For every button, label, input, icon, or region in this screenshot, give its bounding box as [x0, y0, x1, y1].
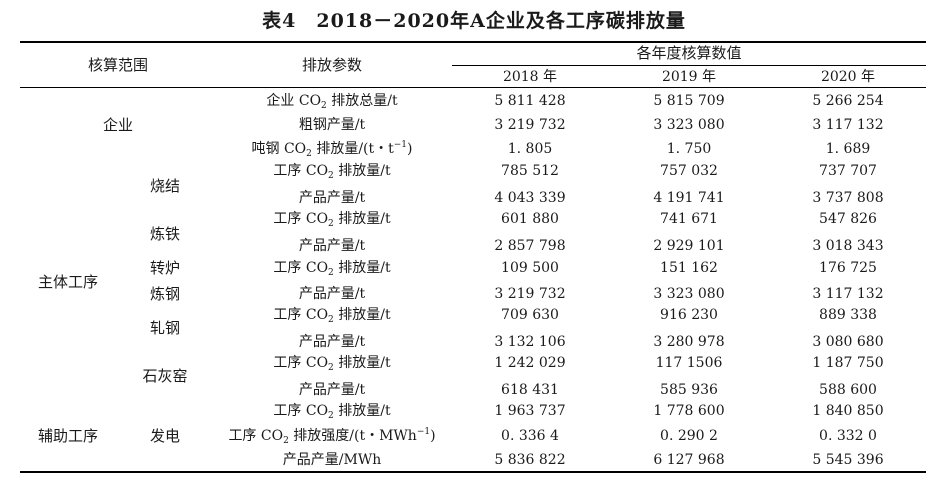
param-label: 工序 CO2 排放量/t [273, 403, 391, 421]
value-cell: 117 1506 [655, 355, 723, 371]
param-label: 工序 CO2 排放量/t [273, 307, 391, 325]
process-power: 发电 [149, 427, 181, 445]
value-cell: 0. 336 4 [501, 428, 559, 444]
process-lime-kiln: 石灰窑 [142, 367, 188, 385]
top-rule [20, 41, 926, 43]
value-cell: 176 725 [819, 260, 877, 276]
header-values-group: 各年度核算数值 [636, 44, 742, 62]
value-cell: 1 187 750 [812, 355, 884, 371]
header-year-2020: 2020 年 [820, 69, 876, 85]
param-label: 工序 CO2 排放量/t [273, 163, 391, 181]
param-label: 产品产量/t [298, 286, 366, 302]
value-cell: 3 117 132 [812, 117, 884, 133]
process-steelmaking: 炼钢 [149, 285, 181, 303]
value-cell: 1. 750 [666, 141, 712, 157]
value-cell: 5 811 428 [494, 93, 566, 109]
value-cell: 1 778 600 [653, 403, 725, 419]
param-label: 产品产量/t [298, 238, 366, 254]
header-scope: 核算范围 [87, 56, 149, 74]
value-cell: 3 280 978 [653, 334, 725, 350]
group-aux-process: 辅助工序 [37, 427, 99, 445]
value-cell: 547 826 [819, 211, 877, 227]
value-cell: 3 132 106 [494, 334, 566, 350]
value-cell: 741 671 [660, 211, 718, 227]
header-sub-rule [452, 65, 926, 66]
param-label: 工序 CO2 排放量/t [273, 260, 391, 278]
value-cell: 3 737 808 [812, 190, 884, 206]
value-cell: 5 815 709 [653, 93, 725, 109]
value-cell: 1 840 850 [812, 403, 884, 419]
value-cell: 889 338 [819, 307, 877, 323]
param-label: 产品产量/t [298, 190, 366, 206]
value-cell: 737 707 [819, 163, 877, 179]
value-cell: 5 266 254 [812, 93, 884, 109]
process-rolling: 轧钢 [149, 319, 181, 337]
value-cell: 6 127 968 [653, 452, 725, 468]
value-cell: 3 219 732 [494, 286, 566, 302]
value-cell: 0. 290 2 [660, 428, 718, 444]
value-cell: 3 018 343 [812, 238, 884, 254]
value-cell: 585 936 [660, 382, 718, 398]
param-label: 产品产量/t [298, 334, 366, 350]
param-label: 工序 CO2 排放强度/(t・MWh−1) [228, 427, 436, 446]
value-cell: 109 500 [501, 260, 559, 276]
value-cell: 5 545 396 [812, 452, 884, 468]
value-cell: 151 162 [660, 260, 718, 276]
value-cell: 2 929 101 [653, 238, 725, 254]
param-label: 企业 CO2 排放总量/t [266, 93, 398, 111]
value-cell: 5 836 822 [494, 452, 566, 468]
value-cell: 1 963 737 [494, 403, 566, 419]
value-cell: 618 431 [501, 382, 559, 398]
value-cell: 1. 689 [825, 141, 871, 157]
value-cell: 3 117 132 [812, 286, 884, 302]
group-main-process: 主体工序 [37, 273, 99, 291]
value-cell: 785 512 [501, 163, 559, 179]
table-title: 表4 2018－2020年A企业及各工序碳排放量 [262, 10, 686, 32]
value-cell: 588 600 [819, 382, 877, 398]
param-label: 吨钢 CO2 排放量/(t・t−1) [251, 140, 413, 159]
value-cell: 1 242 029 [494, 355, 566, 371]
value-cell: 3 323 080 [653, 286, 725, 302]
value-cell: 916 230 [660, 307, 718, 323]
value-cell: 601 880 [501, 211, 559, 227]
header-year-2018: 2018 年 [502, 69, 558, 85]
value-cell: 709 630 [501, 307, 559, 323]
param-label: 产品产量/MWh [282, 452, 382, 468]
header-param: 排放参数 [301, 56, 363, 74]
value-cell: 3 219 732 [494, 117, 566, 133]
header-rule [20, 87, 926, 88]
value-cell: 1. 805 [507, 141, 553, 157]
process-sinter: 烧结 [149, 177, 181, 195]
process-converter: 转炉 [149, 259, 181, 277]
param-label: 工序 CO2 排放量/t [273, 211, 391, 229]
value-cell: 4 043 339 [494, 190, 566, 206]
param-label: 粗钢产量/t [298, 117, 366, 133]
value-cell: 3 080 680 [812, 334, 884, 350]
value-cell: 2 857 798 [494, 238, 566, 254]
header-year-2019: 2019 年 [661, 69, 717, 85]
param-label: 产品产量/t [298, 382, 366, 398]
value-cell: 757 032 [660, 163, 718, 179]
value-cell: 3 323 080 [653, 117, 725, 133]
process-ironmaking: 炼铁 [149, 225, 181, 243]
param-label: 工序 CO2 排放量/t [273, 355, 391, 373]
bottom-rule [20, 471, 926, 473]
value-cell: 0. 332 0 [819, 428, 877, 444]
value-cell: 4 191 741 [653, 190, 725, 206]
group-enterprise: 企业 [102, 116, 134, 134]
